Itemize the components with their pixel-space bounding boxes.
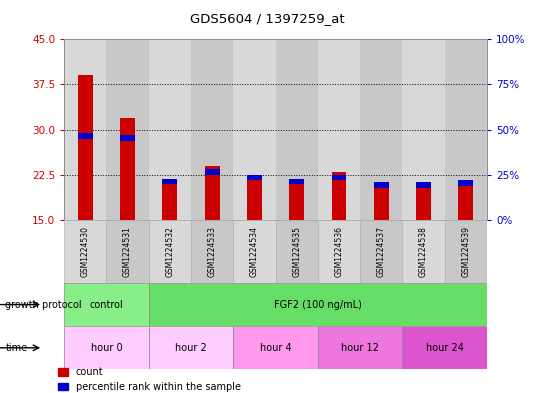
Bar xyxy=(276,39,318,220)
Bar xyxy=(163,184,177,220)
Text: control: control xyxy=(89,299,124,310)
Text: time: time xyxy=(5,343,27,353)
Text: GSM1224530: GSM1224530 xyxy=(81,226,90,277)
Bar xyxy=(247,175,262,180)
Bar xyxy=(360,39,402,220)
Bar xyxy=(289,181,304,220)
Text: hour 4: hour 4 xyxy=(259,343,292,353)
Bar xyxy=(120,135,135,141)
Bar xyxy=(233,220,276,283)
Bar xyxy=(191,39,233,220)
Bar xyxy=(247,175,262,220)
Text: GSM1224533: GSM1224533 xyxy=(208,226,217,277)
Bar xyxy=(78,133,93,139)
Bar xyxy=(402,220,445,283)
Text: hour 0: hour 0 xyxy=(90,343,123,353)
Bar xyxy=(149,326,233,369)
Bar xyxy=(332,175,346,180)
Bar xyxy=(374,187,388,220)
Bar xyxy=(332,172,346,220)
Bar xyxy=(191,220,233,283)
Text: GSM1224539: GSM1224539 xyxy=(461,226,470,277)
Bar xyxy=(149,39,191,220)
Bar xyxy=(416,187,431,220)
Bar xyxy=(64,39,106,220)
Text: GSM1224538: GSM1224538 xyxy=(419,226,428,277)
Bar xyxy=(78,75,93,220)
Bar xyxy=(64,220,106,283)
Bar xyxy=(205,169,219,175)
Text: GSM1224535: GSM1224535 xyxy=(292,226,301,277)
Bar xyxy=(458,180,473,186)
Bar xyxy=(205,166,219,220)
Bar xyxy=(318,326,402,369)
Bar xyxy=(416,182,431,187)
Text: hour 2: hour 2 xyxy=(175,343,207,353)
Text: GSM1224537: GSM1224537 xyxy=(377,226,386,277)
Bar xyxy=(445,220,487,283)
Bar xyxy=(233,39,276,220)
Text: GSM1224536: GSM1224536 xyxy=(334,226,343,277)
Bar xyxy=(289,178,304,184)
Text: GSM1224532: GSM1224532 xyxy=(165,226,174,277)
Bar xyxy=(458,181,473,220)
Bar xyxy=(233,326,318,369)
Text: GSM1224534: GSM1224534 xyxy=(250,226,259,277)
Bar xyxy=(318,220,360,283)
Bar xyxy=(106,220,149,283)
Bar xyxy=(402,326,487,369)
Text: GDS5604 / 1397259_at: GDS5604 / 1397259_at xyxy=(190,12,345,25)
Text: growth protocol: growth protocol xyxy=(5,299,82,310)
Bar xyxy=(402,39,445,220)
Bar xyxy=(149,283,487,326)
Bar xyxy=(106,39,149,220)
Bar xyxy=(149,220,191,283)
Text: FGF2 (100 ng/mL): FGF2 (100 ng/mL) xyxy=(274,299,362,310)
Bar xyxy=(64,326,149,369)
Text: hour 12: hour 12 xyxy=(341,343,379,353)
Bar xyxy=(445,39,487,220)
Text: GSM1224531: GSM1224531 xyxy=(123,226,132,277)
Text: hour 24: hour 24 xyxy=(426,343,463,353)
Bar xyxy=(163,178,177,184)
Bar xyxy=(374,182,388,187)
Bar xyxy=(276,220,318,283)
Bar xyxy=(64,283,149,326)
Legend: count, percentile rank within the sample: count, percentile rank within the sample xyxy=(58,367,241,392)
Bar xyxy=(318,39,360,220)
Bar xyxy=(120,118,135,220)
Bar xyxy=(360,220,402,283)
